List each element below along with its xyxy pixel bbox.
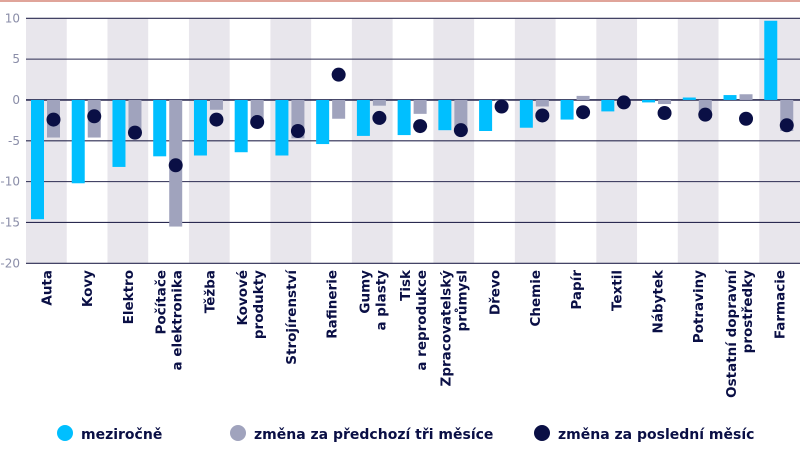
top-border (0, 0, 800, 2)
category-label: Počítače (154, 270, 170, 335)
bar-yoy (723, 95, 737, 100)
bar-yoy (560, 99, 574, 120)
legend-marker-0 (57, 425, 73, 441)
bar-yoy (438, 99, 452, 131)
dot-1m (209, 112, 224, 127)
category-label: Ostatní dopravní (724, 269, 740, 398)
bar-3m (413, 99, 427, 114)
bar-yoy (275, 99, 289, 156)
bar-3m (372, 99, 386, 106)
category-label: Tisk (398, 269, 414, 301)
category-label: Kovové (235, 270, 251, 326)
category-label: a reprodukce (414, 270, 430, 371)
category-label: Rafinerie (325, 270, 341, 339)
category-label: prostředky (740, 270, 756, 354)
category-label: Strojírenství (284, 269, 300, 365)
category-label: Kovy (80, 270, 96, 307)
bar-3m (576, 95, 590, 100)
y-tick-label: 10 (5, 11, 20, 25)
category-label: produkty (251, 270, 267, 339)
bar-yoy (153, 99, 167, 157)
dot-1m (657, 106, 672, 121)
category-label: a plasty (373, 270, 389, 331)
bar-yoy (519, 99, 533, 128)
legend-marker-1 (230, 425, 246, 441)
bar-yoy (642, 99, 656, 103)
dot-1m (413, 119, 428, 134)
dot-1m (494, 99, 509, 114)
dot-1m (739, 111, 754, 126)
bar-3m (128, 99, 142, 133)
category-label: Papír (569, 270, 585, 310)
dot-1m (168, 158, 183, 173)
legend-label: změna za předchozí tři měsíce (254, 427, 493, 443)
dot-1m (535, 108, 550, 123)
bar-yoy (31, 99, 44, 220)
y-tick-label: -10 (0, 175, 20, 189)
dot-1m (576, 105, 591, 120)
dot-1m (616, 95, 631, 110)
bar-yoy (356, 99, 370, 136)
bar-yoy (682, 97, 696, 100)
bar-3m (658, 99, 672, 105)
y-tick-label: -5 (8, 134, 20, 148)
bar-3m (535, 99, 549, 107)
dot-1m (698, 107, 713, 122)
dot-1m (290, 124, 305, 138)
y-tick-label: -15 (0, 215, 20, 229)
legend-label: meziročně (81, 427, 162, 443)
category-label: a elektronika (170, 270, 186, 370)
y-tick-label: -20 (0, 256, 20, 270)
dot-1m (331, 67, 346, 82)
bar-3m (209, 99, 223, 110)
category-label: Zpracovatelský (439, 270, 455, 387)
category-label: Textil (610, 270, 626, 311)
dot-1m (250, 115, 265, 130)
bar-yoy (71, 99, 85, 184)
dot-1m (87, 109, 102, 124)
category-label: Farmacie (773, 270, 789, 339)
bar-yoy (601, 99, 615, 112)
category-label: Elektro (121, 270, 137, 324)
bar-yoy (764, 20, 778, 100)
category-label: Nábytek (650, 269, 666, 333)
dot-1m (779, 118, 794, 133)
bar-yoy (112, 99, 126, 167)
category-label: Dřevo (487, 270, 503, 315)
dot-1m (127, 125, 142, 140)
category-label: Chemie (528, 270, 544, 327)
y-tick-label: 0 (12, 93, 20, 107)
category-label: Těžba (202, 270, 218, 313)
category-label: průmysl (454, 270, 471, 331)
legend-label: změna za poslední měsíc (558, 427, 754, 443)
bar-yoy (234, 99, 248, 153)
bar-yoy (193, 99, 207, 156)
bar-3m (739, 94, 753, 100)
bar-yoy (479, 99, 493, 131)
dot-1m (453, 123, 468, 138)
legend-marker-2 (534, 425, 550, 441)
dot-1m (372, 110, 387, 125)
category-label: Potraviny (691, 270, 707, 343)
bar-3m (454, 99, 468, 131)
category-label: Auta (39, 270, 55, 306)
dot-1m (46, 112, 61, 127)
bar-yoy (316, 99, 330, 145)
y-tick-label: 5 (12, 52, 20, 66)
category-label: Gumy (357, 270, 373, 314)
bar-3m (332, 99, 346, 119)
bar-yoy (397, 99, 411, 136)
